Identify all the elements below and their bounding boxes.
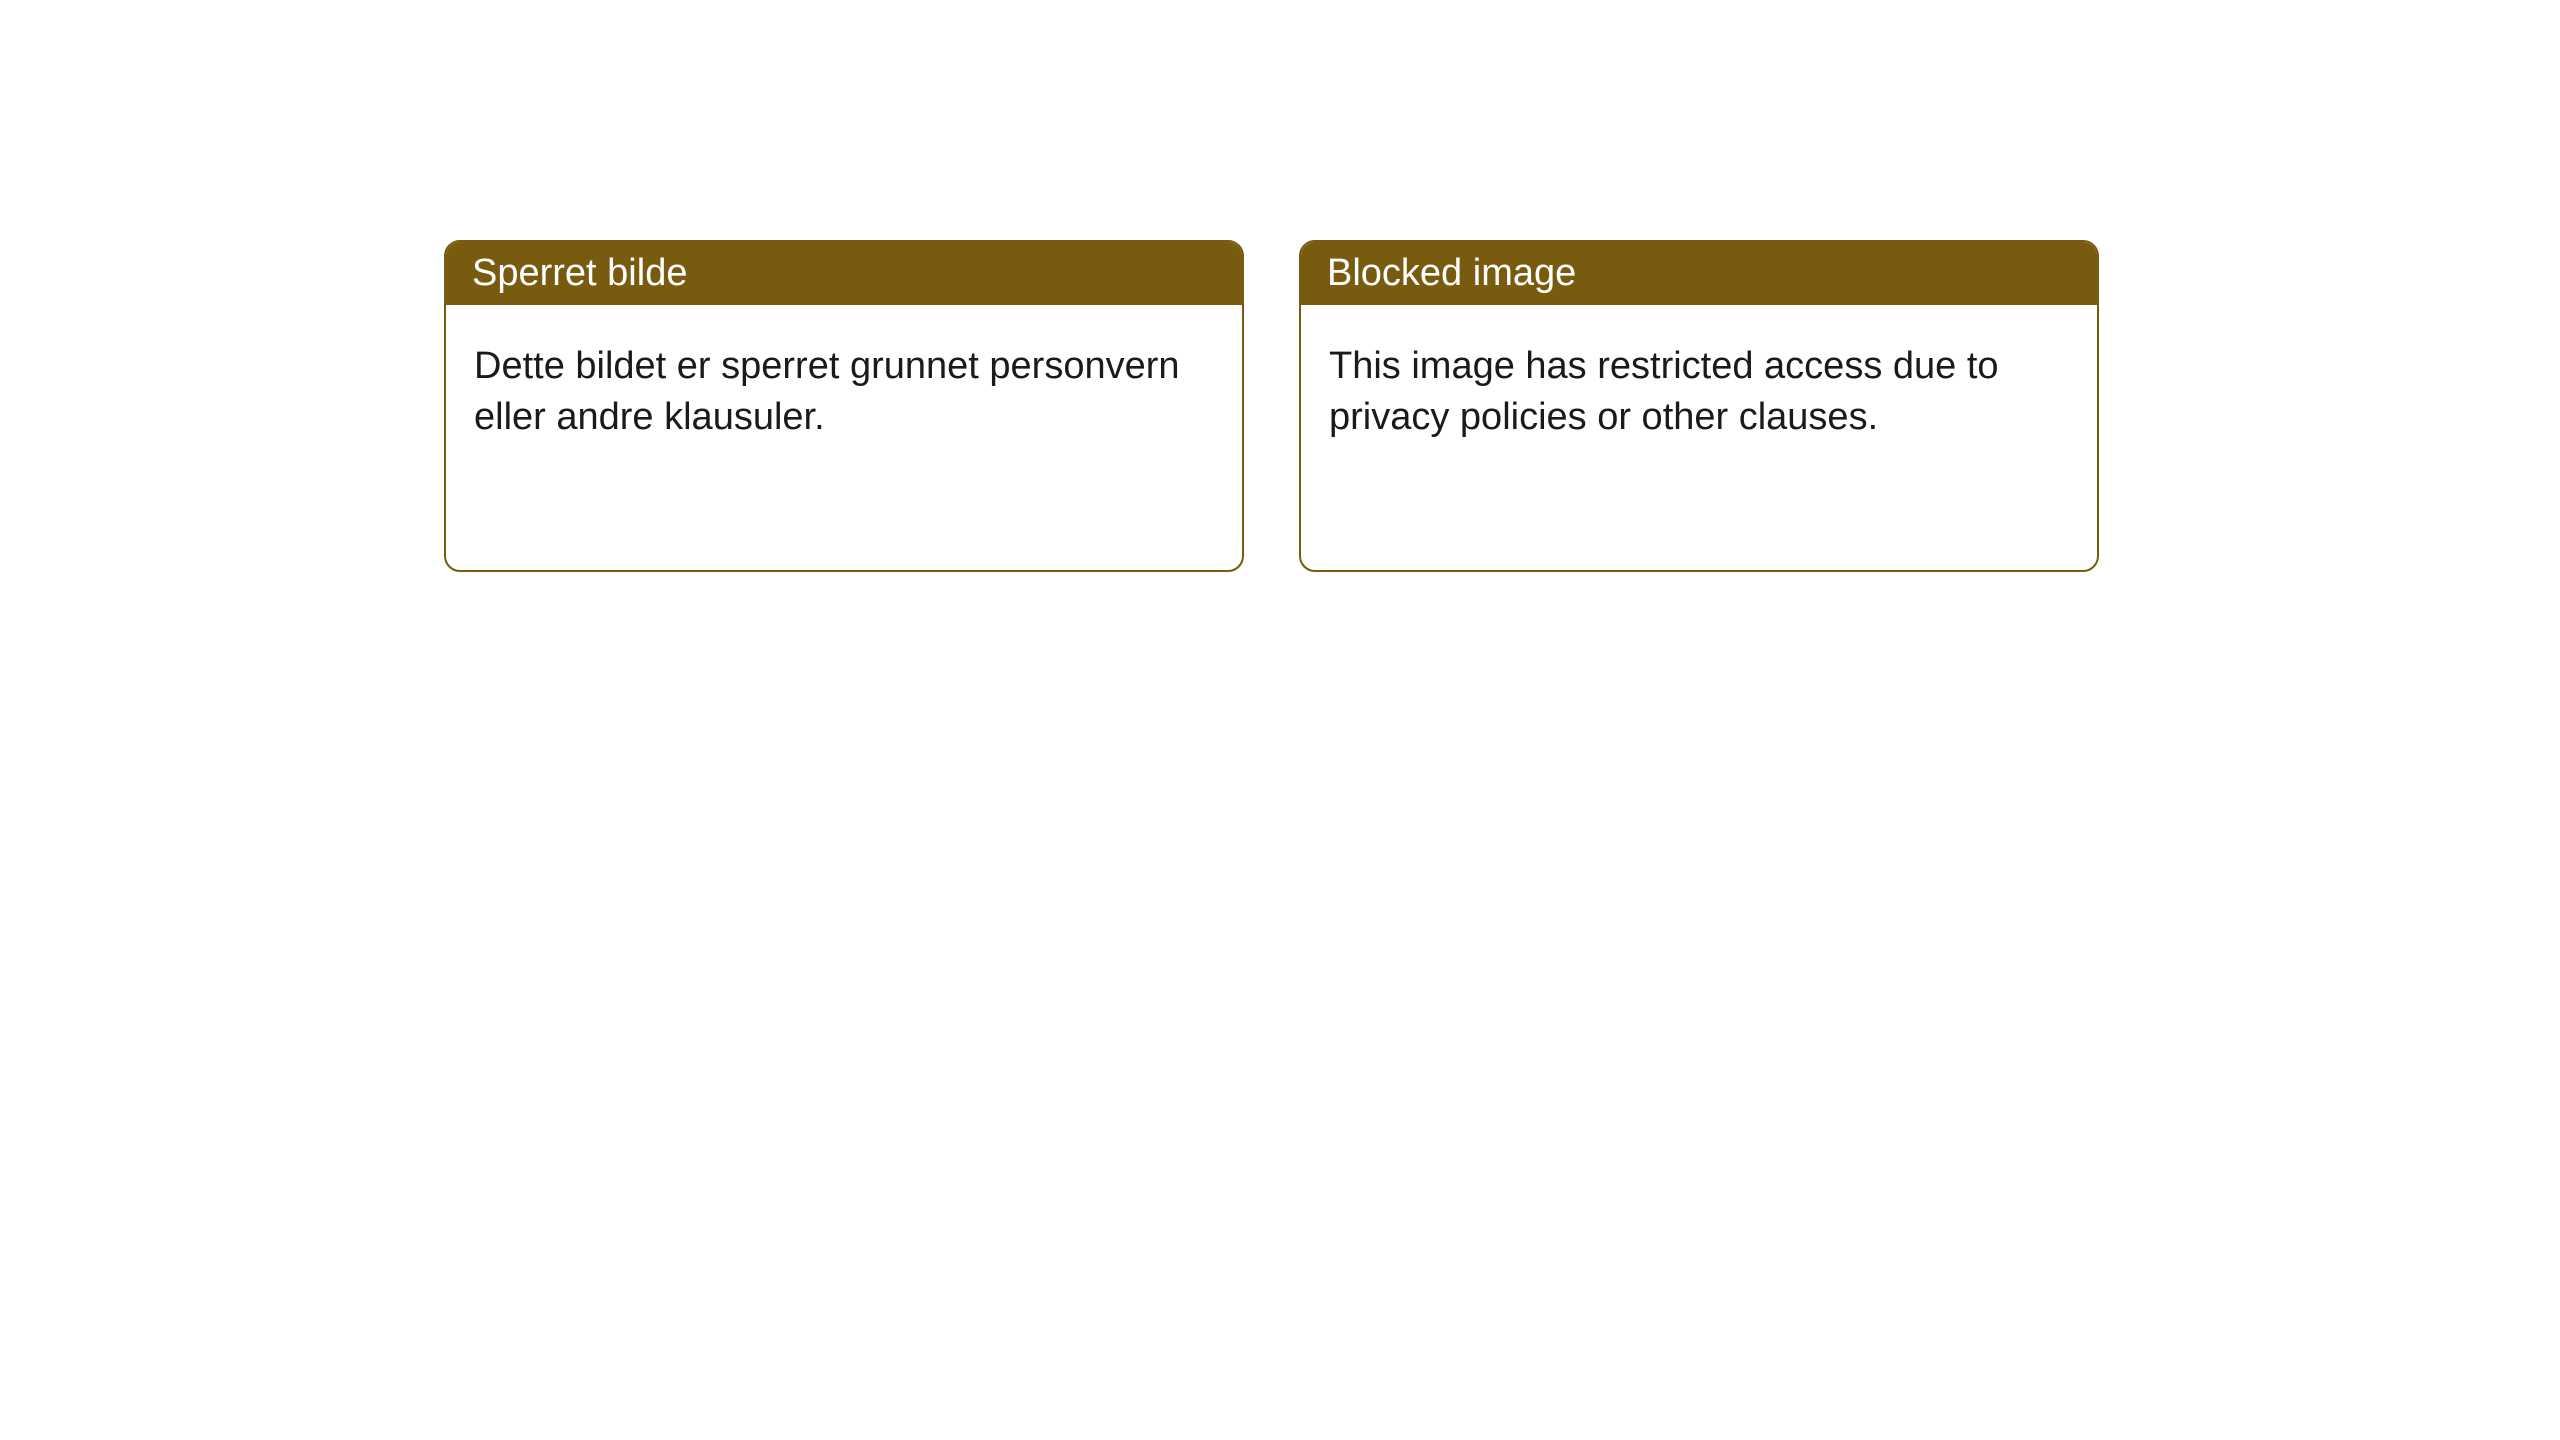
notice-card-title: Blocked image — [1327, 252, 1576, 294]
notice-card-body: This image has restricted access due to … — [1301, 305, 2097, 480]
notice-container: Sperret bilde Dette bildet er sperret gr… — [0, 0, 2560, 572]
notice-card-header: Sperret bilde — [446, 242, 1242, 305]
notice-card-body: Dette bildet er sperret grunnet personve… — [446, 305, 1242, 480]
notice-card-english: Blocked image This image has restricted … — [1299, 240, 2099, 572]
notice-card-text: Dette bildet er sperret grunnet personve… — [474, 345, 1180, 438]
notice-card-header: Blocked image — [1301, 242, 2097, 305]
notice-card-title: Sperret bilde — [472, 252, 687, 294]
notice-card-text: This image has restricted access due to … — [1329, 345, 1999, 438]
notice-card-norwegian: Sperret bilde Dette bildet er sperret gr… — [444, 240, 1244, 572]
